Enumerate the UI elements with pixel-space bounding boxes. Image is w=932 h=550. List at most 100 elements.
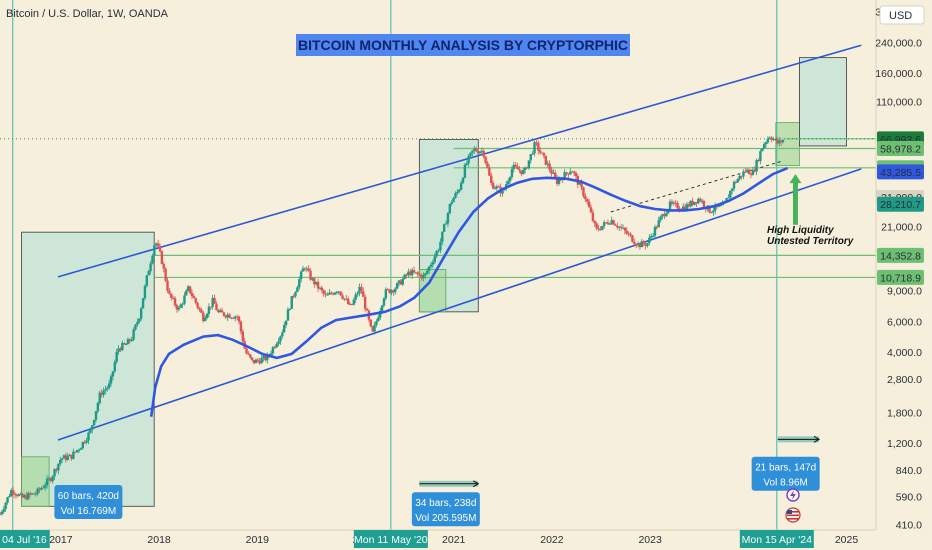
candle-body <box>512 164 516 170</box>
candle-body <box>358 286 361 294</box>
candle-body <box>490 175 493 184</box>
price-tick-label: 21,000.0 <box>881 222 922 234</box>
candle-body <box>226 314 229 318</box>
symbol-title[interactable]: Bitcoin / U.S. Dollar, 1W, OANDA <box>6 8 169 20</box>
candle-body <box>429 264 433 267</box>
candle-body <box>68 454 71 457</box>
candle-body <box>540 152 544 154</box>
candle-body <box>36 488 39 494</box>
candle-body <box>292 296 295 298</box>
candle-body <box>614 224 617 226</box>
candle-body <box>183 295 186 304</box>
projection-zone <box>798 57 847 147</box>
time-axis[interactable]: 20172018201920212022202320252 <box>49 534 858 546</box>
candle-body <box>66 456 69 460</box>
candle-body <box>563 172 566 180</box>
candle-body <box>454 193 457 198</box>
candle-body <box>698 198 702 202</box>
candle-body <box>732 181 736 189</box>
candle-body <box>224 315 228 318</box>
candle-body <box>606 222 610 224</box>
currency-selector[interactable] <box>879 5 925 25</box>
candle-body <box>196 302 199 308</box>
candle-body <box>779 140 783 143</box>
measure-badge-bars: 21 bars, 147d <box>755 463 816 474</box>
candle-body <box>23 495 26 498</box>
candle-body <box>42 487 45 489</box>
candle-body <box>124 344 128 346</box>
candle-body <box>574 172 578 176</box>
candle-body <box>273 347 276 349</box>
candle-body <box>476 151 480 154</box>
candle-body <box>222 312 226 316</box>
candle-body <box>548 163 551 170</box>
candle-body <box>147 271 150 276</box>
date-badge-label: Mon 15 Apr '24 <box>742 534 812 546</box>
candle-body <box>712 210 715 213</box>
candle-body <box>217 310 220 313</box>
candle-body <box>369 319 372 327</box>
candle-body <box>708 205 711 213</box>
price-level-label: 28,210.7 <box>880 199 921 211</box>
candle-body <box>136 321 139 325</box>
candle-body <box>458 189 461 192</box>
candle-body <box>518 169 521 171</box>
candle-body <box>200 309 203 313</box>
price-tick-label: 1,200.0 <box>887 438 922 450</box>
candle-body <box>441 231 444 242</box>
candle-body <box>668 201 672 210</box>
candle-body <box>700 200 704 202</box>
candle-body <box>742 171 745 177</box>
candle-body <box>416 272 420 275</box>
candle-body <box>158 246 162 252</box>
candle-body <box>363 296 367 309</box>
candle-body <box>55 469 58 471</box>
candle-body <box>584 196 587 200</box>
measure-badge <box>411 492 480 527</box>
candle-body <box>431 262 435 265</box>
candle-body <box>134 324 137 330</box>
candle-body <box>450 202 453 205</box>
candle-body <box>422 275 425 279</box>
candle-body <box>0 511 4 514</box>
candle-body <box>266 354 269 361</box>
candle-body <box>130 339 133 341</box>
event-icons[interactable] <box>785 488 801 523</box>
candle-body <box>599 229 602 231</box>
candle-body <box>653 226 657 236</box>
candle-body <box>693 202 696 205</box>
candle-body <box>62 455 66 459</box>
candle-body <box>141 298 145 309</box>
candle-body <box>32 493 36 495</box>
candle-body <box>602 222 606 226</box>
candle-body <box>326 294 329 296</box>
candle-body <box>252 360 256 364</box>
candle-body <box>764 142 768 145</box>
candle-body <box>469 152 472 157</box>
candle-body <box>2 509 5 512</box>
candle-body <box>446 213 450 224</box>
candle-body <box>203 317 207 322</box>
candle-layer <box>0 135 785 516</box>
candle-body <box>753 169 756 172</box>
candle-body <box>682 206 685 210</box>
candle-body <box>523 167 527 171</box>
candle-body <box>687 204 691 207</box>
candle-body <box>232 317 235 319</box>
candle-body <box>245 348 248 354</box>
candle-body <box>139 308 143 319</box>
candle-body <box>749 174 753 176</box>
candle-body <box>290 296 293 309</box>
candle-body <box>474 148 478 152</box>
candle-body <box>109 376 113 384</box>
price-tick-label: 240,000.0 <box>875 37 922 49</box>
candle-body <box>761 148 764 152</box>
candle-body <box>98 392 101 404</box>
candle-body <box>729 190 732 198</box>
measure-badge-bars: 34 bars, 238d <box>415 498 476 509</box>
candle-body <box>348 304 352 306</box>
candle-body <box>335 291 339 293</box>
candle-body <box>516 166 519 170</box>
